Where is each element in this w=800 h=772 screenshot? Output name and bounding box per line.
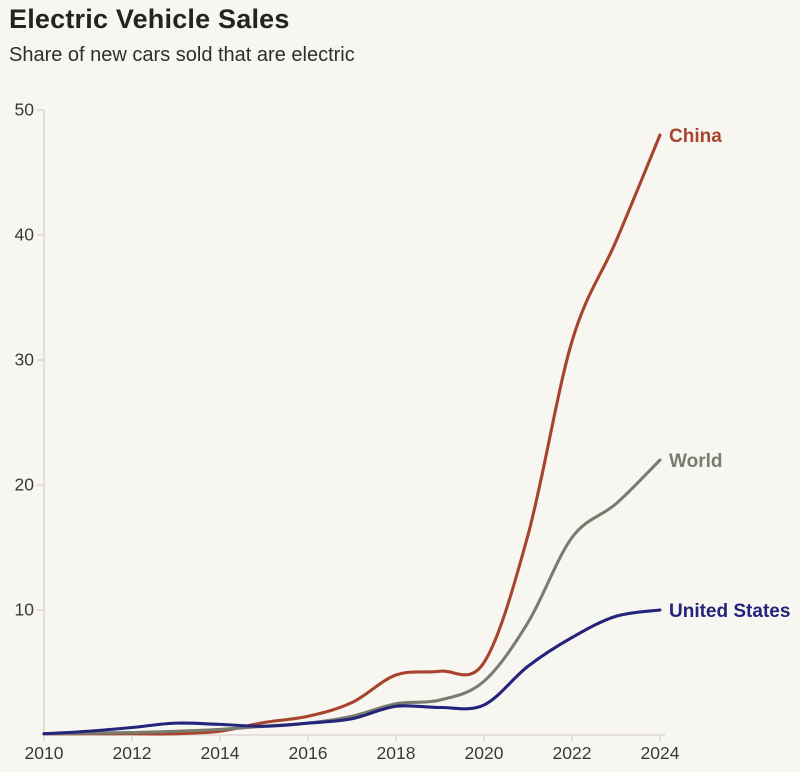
- y-axis-tick-label: 20: [14, 474, 34, 495]
- series-label-united-states: United States: [669, 601, 791, 622]
- x-axis-tick-label: 2018: [376, 743, 416, 763]
- x-axis-tick-label: 2020: [464, 743, 504, 763]
- y-axis-tick-label: 10: [14, 599, 34, 620]
- x-axis-tick-label: 2022: [552, 743, 592, 763]
- y-axis-tick-label: 50: [14, 99, 34, 120]
- x-axis-tick-label: 2012: [112, 743, 152, 763]
- x-axis-tick-label: 2016: [288, 743, 328, 763]
- series-line-china: [42, 133, 662, 736]
- chart-subtitle: Share of new cars sold that are electric: [9, 44, 355, 66]
- chart-title: Electric Vehicle Sales: [9, 4, 290, 34]
- series-label-china: China: [669, 126, 722, 147]
- x-axis-tick-label: 2024: [640, 743, 680, 763]
- x-axis-tick-label: 2014: [200, 743, 240, 763]
- y-axis-tick-label: 30: [14, 349, 34, 370]
- series-line-world: [42, 458, 662, 736]
- series-line-united-states: [42, 608, 662, 736]
- y-axis-tick-label: 40: [14, 224, 34, 245]
- axis-lines: [43, 110, 665, 736]
- series-label-world: World: [669, 451, 723, 472]
- x-axis-tick-label: 2010: [24, 743, 64, 763]
